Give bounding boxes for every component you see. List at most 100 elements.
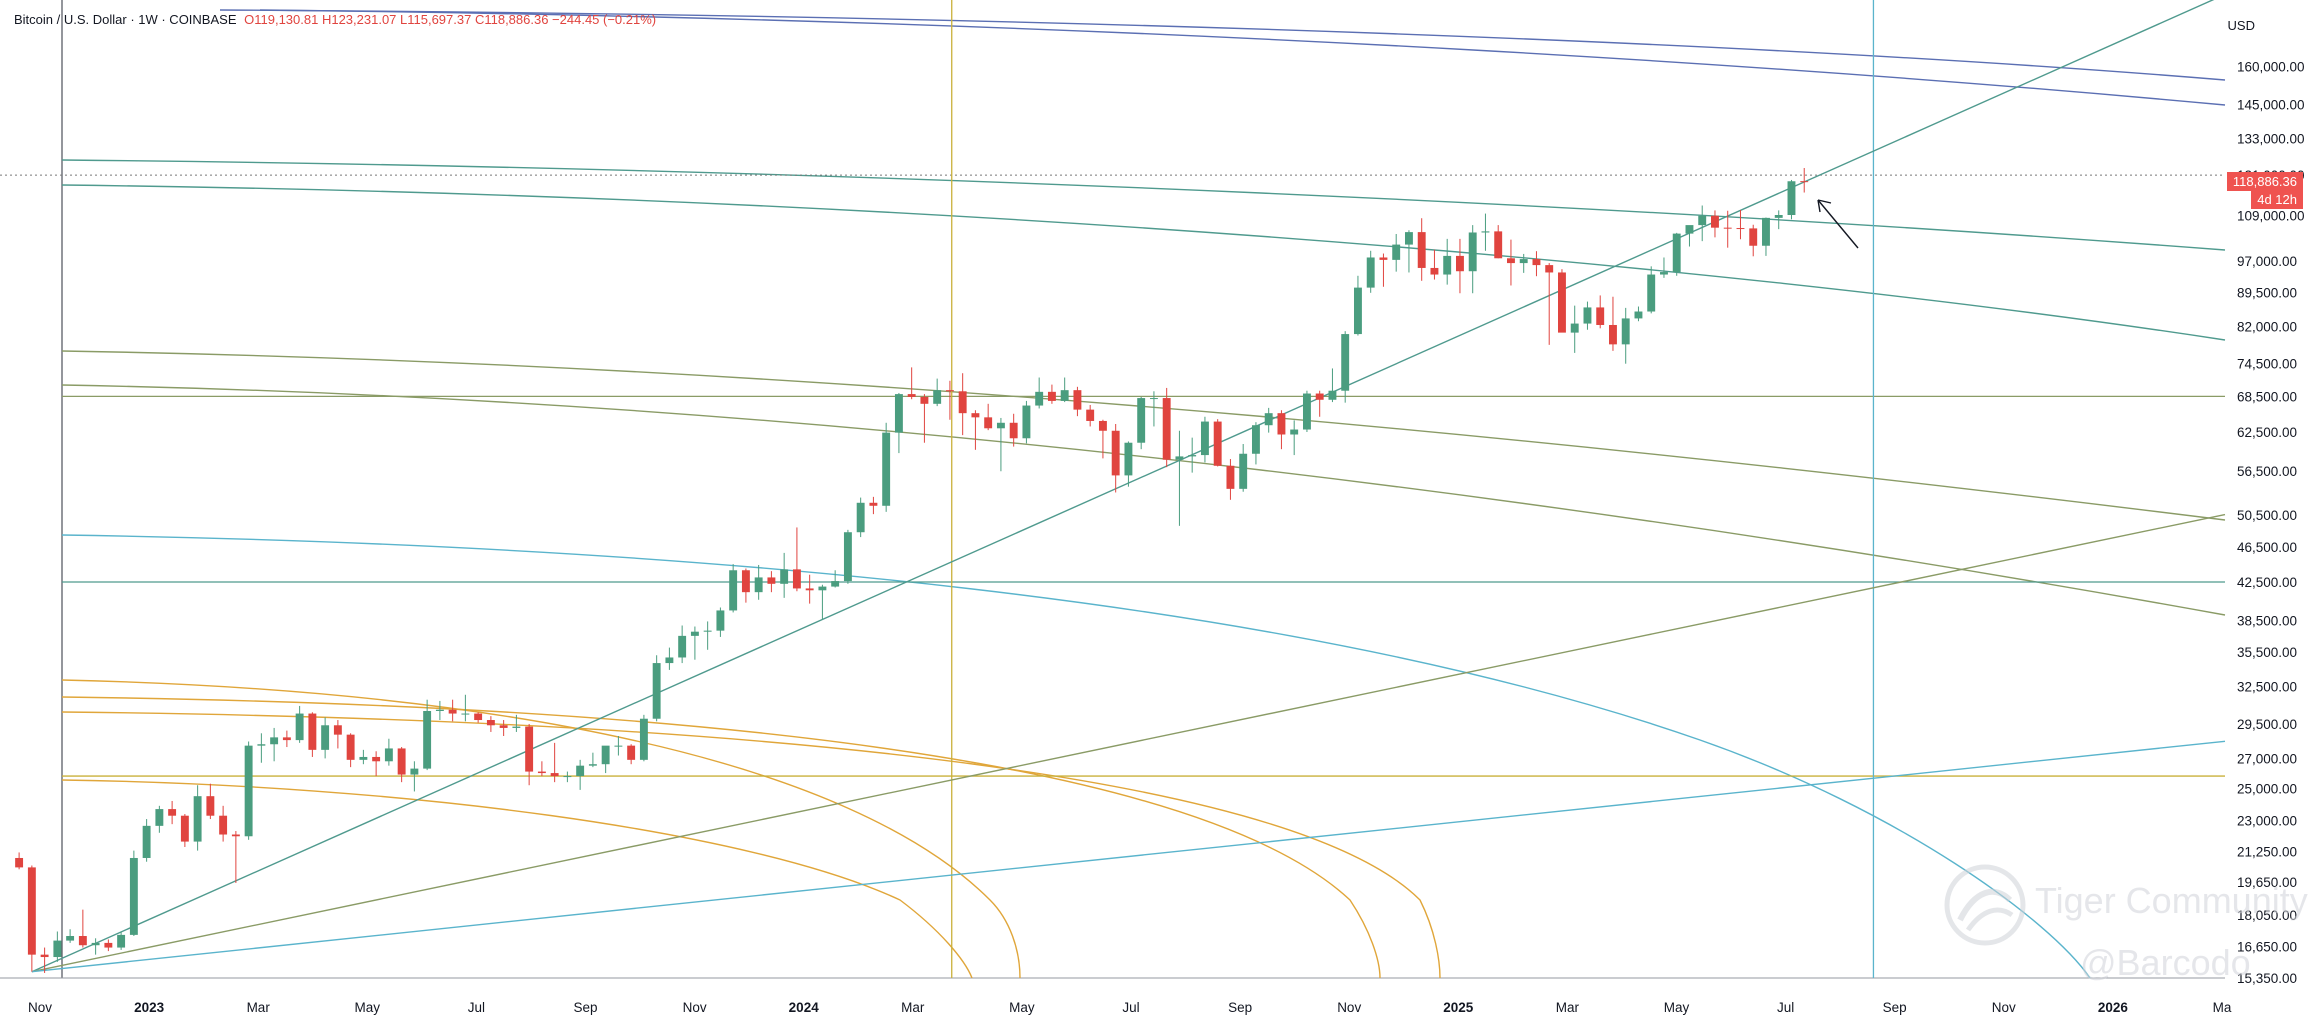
arc-cyan	[61, 534, 2091, 979]
candle-body	[1430, 267, 1439, 275]
time-tick-label: Sep	[1883, 1000, 1907, 1015]
candle-body	[1468, 232, 1477, 272]
candle-body	[448, 709, 457, 714]
price-tick-label: 97,000.00	[2237, 254, 2297, 269]
candle-body	[729, 570, 738, 611]
candle-body	[1762, 217, 1770, 246]
candle-body	[1226, 465, 1235, 489]
candle-body	[1239, 453, 1248, 489]
price-tick-label: 27,000.00	[2237, 751, 2297, 766]
price-tick-label: 16,650.00	[2237, 939, 2297, 954]
watermark-handle: @Barcodo	[2080, 942, 2251, 983]
annotations	[1817, 199, 1859, 249]
time-axis[interactable]: Nov 2023 Mar May Jul Sep Nov 2024 Mar May Jul Sep No…	[28, 1000, 2232, 1015]
drawing-overlays	[0, 0, 2226, 979]
candle-body	[1328, 390, 1337, 400]
fan-line-7	[31, 513, 2226, 973]
price-tick-label: 89,500.00	[2237, 285, 2297, 300]
candle-body	[1558, 272, 1566, 333]
candle-body	[1073, 390, 1082, 410]
time-tick-label: Jul	[1777, 1000, 1794, 1015]
candle-body	[1149, 398, 1158, 400]
price-tick-label: 21,250.00	[2237, 845, 2297, 860]
candle-body	[1647, 274, 1656, 312]
candle-body	[805, 588, 814, 591]
candle-body	[933, 390, 942, 404]
candle-body	[1417, 232, 1426, 268]
candle-body	[627, 745, 636, 760]
candle-body	[1609, 324, 1617, 345]
candle-body	[346, 734, 355, 760]
candle-body	[308, 713, 317, 750]
watermark: Tiger Community @Barcodo	[1940, 860, 2308, 990]
price-tick-label: 46,500.00	[2237, 540, 2297, 555]
candle-body	[1353, 287, 1362, 335]
candle-body	[1022, 405, 1031, 439]
candle-body	[282, 737, 291, 741]
candle-body	[1302, 393, 1311, 430]
candle-body	[1175, 456, 1184, 460]
candle-body	[996, 422, 1005, 429]
candle-body	[474, 713, 483, 721]
candle-body	[15, 857, 24, 868]
candle-body	[1634, 311, 1643, 319]
arc-gold-3	[61, 711, 1441, 979]
candle-body	[321, 725, 330, 750]
candle-body	[525, 726, 534, 772]
time-tick-label: Nov	[1337, 1000, 1361, 1015]
candle-body	[563, 776, 572, 778]
price-tick-label: 62,500.00	[2237, 425, 2297, 440]
candle-body	[66, 936, 75, 941]
price-tick-label: 42,500.00	[2237, 575, 2297, 590]
price-tick-label: 68,500.00	[2237, 389, 2297, 404]
symbol-title[interactable]: Bitcoin / U.S. Dollar · 1W · COINBASE	[14, 12, 237, 27]
candle-body	[652, 663, 661, 719]
arc-blue-lower	[259, 9, 2226, 106]
price-tick-label: 145,000.00	[2237, 98, 2305, 113]
candle-body	[1188, 455, 1197, 457]
candle-body	[435, 709, 444, 711]
price-tick-label: 74,500.00	[2237, 357, 2297, 372]
candle-body	[831, 581, 840, 587]
candle-body	[1621, 318, 1630, 345]
currency-label[interactable]: USD	[2227, 18, 2255, 33]
candle-body	[767, 577, 776, 584]
candle-body	[410, 768, 419, 775]
candle-body	[1570, 323, 1579, 333]
candle-body	[1583, 307, 1592, 324]
symbol-header[interactable]: Bitcoin / U.S. Dollar · 1W · COINBASE O1…	[14, 12, 656, 27]
pitchfan-line-lower-olive	[61, 384, 2226, 616]
candle-body	[856, 502, 865, 533]
candle-body	[206, 796, 215, 816]
candle-body	[1213, 421, 1222, 466]
candle-body	[1787, 181, 1796, 216]
candle-body	[958, 391, 967, 414]
price-axis[interactable]: 160,000.00145,000.00133,000.00121,000.00…	[2237, 59, 2305, 986]
candle-body	[1200, 421, 1209, 456]
candle-body	[716, 610, 725, 631]
fan-line-8	[31, 740, 2226, 973]
time-tick-label: 2023	[134, 1000, 165, 1015]
candle-body	[1443, 255, 1452, 275]
tiger-logo-icon	[1944, 864, 2026, 946]
candle-body	[372, 756, 381, 762]
candle-body	[678, 635, 687, 658]
candle-body	[1481, 231, 1490, 233]
candle-body	[1507, 258, 1515, 264]
candle-body	[1264, 413, 1273, 426]
time-tick-label: Nov	[1992, 1000, 2016, 1015]
time-tick-label: May	[355, 1000, 381, 1015]
candle-body	[1379, 257, 1388, 260]
candle-body	[142, 825, 151, 858]
time-tick-label: Jul	[468, 1000, 485, 1015]
bar-countdown-badge: 4d 12h	[2251, 190, 2303, 209]
time-tick-label: Nov	[28, 1000, 52, 1015]
ohlc-readout: O119,130.81 H123,231.07 L115,697.37 C118…	[244, 12, 657, 27]
candle-body	[333, 725, 342, 735]
candle-body	[984, 417, 993, 429]
candles	[15, 167, 1809, 973]
candle-body	[104, 942, 113, 948]
candle-body	[1290, 429, 1299, 435]
